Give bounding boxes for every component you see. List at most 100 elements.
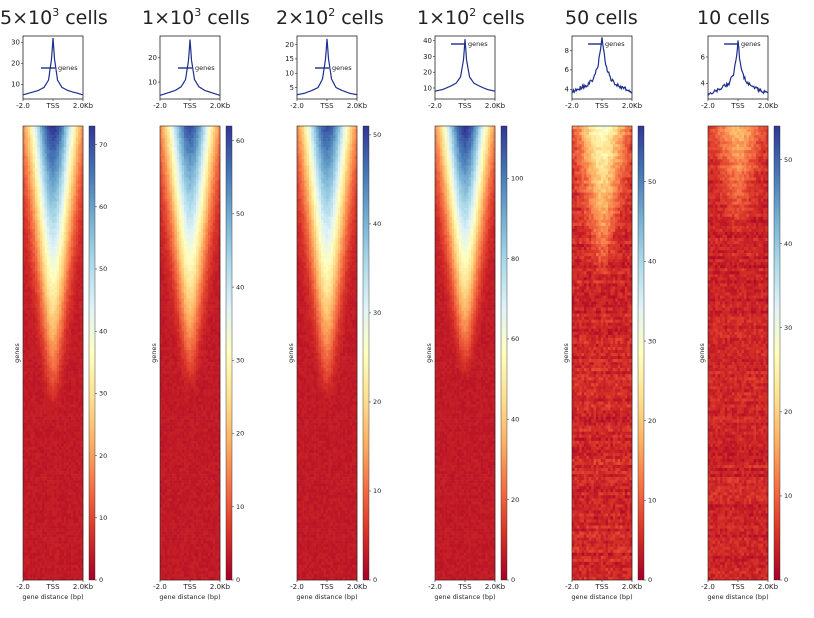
heatmap-cell	[27, 141, 31, 145]
heatmap-cell	[23, 256, 26, 260]
heatmap-cell	[37, 177, 41, 181]
heatmap-cell	[73, 307, 77, 311]
heatmap-cell	[44, 549, 48, 554]
heatmap-cell	[37, 271, 41, 275]
heatmap-cell	[51, 371, 55, 375]
heatmap-cell	[44, 343, 48, 348]
heatmap-cell	[68, 334, 72, 339]
heatmap-cell	[184, 177, 187, 181]
heatmap-cell	[32, 419, 36, 423]
heatmap-cell	[54, 458, 57, 463]
heatmap-cell	[44, 313, 48, 317]
heatmap-cell	[39, 138, 43, 142]
heatmap-cell	[30, 213, 33, 218]
heatmap-cell	[49, 295, 53, 299]
heatmap-cell	[191, 165, 194, 169]
heatmap-cell	[63, 359, 67, 363]
heatmap-cell	[59, 386, 62, 390]
heatmap-cell	[75, 144, 79, 148]
heatmap-cell	[59, 177, 62, 181]
heatmap-cell	[63, 422, 67, 426]
heatmap-cell	[68, 340, 72, 345]
heatmap-cell	[198, 141, 202, 145]
heatmap-cell	[71, 316, 74, 321]
heatmap-cell	[54, 262, 57, 266]
heatmap-cell	[73, 461, 77, 466]
heatmap-cell	[37, 516, 41, 520]
heatmap-cell	[80, 452, 84, 457]
heatmap-cell	[73, 328, 77, 333]
heatmap-cell	[25, 461, 29, 466]
heatmap-cell	[54, 431, 57, 436]
heatmap-cell	[59, 165, 62, 169]
heatmap-cell	[32, 425, 36, 429]
heatmap-cell	[164, 225, 168, 230]
heatmap-cell	[210, 147, 214, 151]
heatmap-cell	[63, 446, 67, 451]
heatmap-cell	[39, 371, 43, 375]
heatmap-cell	[42, 262, 45, 266]
heatmap-cell	[208, 219, 211, 224]
heatmap-cell	[47, 271, 50, 275]
heatmap-cell	[212, 247, 216, 251]
heatmap-cell	[51, 141, 55, 145]
heatmap-cell	[32, 455, 36, 460]
heatmap-cell	[188, 247, 192, 251]
heatmap-cell	[198, 192, 202, 196]
heatmap-cell	[44, 576, 48, 581]
heatmap-cell	[78, 477, 81, 481]
heatmap-cell	[54, 389, 57, 393]
heatmap-cell	[35, 241, 38, 245]
heatmap-cell	[167, 234, 170, 239]
heatmap-cell	[27, 204, 31, 209]
heatmap-cell	[47, 247, 50, 251]
heatmap-cell	[68, 322, 72, 327]
heatmap-cell	[210, 222, 214, 227]
heatmap-cell	[25, 174, 29, 178]
heatmap-cell	[23, 198, 26, 202]
heatmap-cell	[35, 274, 38, 278]
heatmap-cell	[44, 234, 48, 239]
heatmap-cell	[162, 189, 166, 193]
heatmap-cell	[61, 440, 65, 445]
heatmap-cell	[32, 410, 36, 414]
heatmap-cell	[49, 386, 53, 390]
heatmap-cell	[61, 567, 65, 572]
heatmap-cell	[205, 156, 209, 160]
heatmap-cell	[63, 250, 67, 254]
heatmap-cell	[39, 425, 43, 429]
heatmap-cell	[75, 464, 79, 469]
heatmap-cell	[63, 256, 67, 260]
heatmap-cell	[49, 331, 53, 336]
heatmap-cell	[193, 156, 197, 160]
heatmap-cell	[61, 328, 65, 333]
heatmap-cell	[80, 392, 84, 396]
heatmap-cell	[78, 353, 81, 357]
heatmap-cell	[176, 174, 180, 178]
heatmap-cell	[75, 132, 79, 136]
heatmap-cell	[78, 144, 81, 148]
heatmap-cell	[25, 325, 29, 330]
heatmap-cell	[59, 274, 62, 278]
heatmap-cell	[30, 410, 33, 414]
heatmap-cell	[66, 244, 69, 248]
heatmap-cell	[47, 174, 50, 178]
panel-title-main: 1×10	[142, 7, 194, 29]
heatmap-cell	[200, 126, 204, 130]
heatmap-cell	[44, 253, 48, 257]
heatmap-cell	[47, 331, 50, 336]
heatmap-cell	[75, 543, 79, 548]
heatmap-cell	[61, 434, 65, 439]
heatmap-cell	[78, 516, 81, 520]
heatmap-cell	[51, 237, 55, 242]
heatmap-cell	[71, 207, 74, 212]
heatmap-cell	[59, 362, 62, 366]
heatmap-cell	[32, 440, 36, 445]
heatmap-cell	[66, 380, 69, 384]
heatmap-cell	[198, 168, 202, 172]
heatmap-cell	[186, 132, 190, 136]
heatmap-cell	[172, 150, 175, 154]
heatmap-cell	[78, 558, 81, 563]
heatmap-cell	[78, 280, 81, 284]
heatmap-cell	[32, 162, 36, 166]
